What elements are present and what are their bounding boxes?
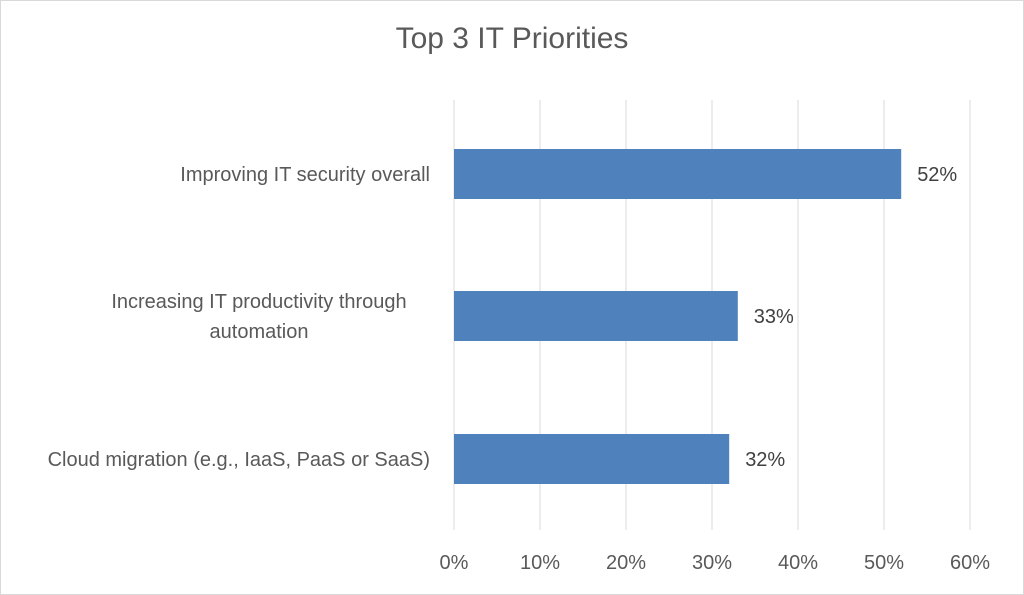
- category-label: automation: [210, 321, 309, 343]
- data-label: 32%: [745, 449, 785, 471]
- x-tick-label: 20%: [606, 552, 646, 574]
- chart-title: Top 3 IT Priorities: [395, 22, 629, 55]
- x-tick-label: 30%: [692, 552, 732, 574]
- x-tick-label: 50%: [864, 552, 904, 574]
- category-label: Increasing IT productivity through: [111, 291, 406, 313]
- bar[interactable]: [454, 149, 902, 199]
- x-tick-label: 40%: [778, 552, 818, 574]
- category-label: Cloud migration (e.g., IaaS, PaaS or Saa…: [48, 449, 430, 471]
- bar[interactable]: [454, 434, 730, 484]
- data-label: 33%: [754, 306, 794, 328]
- bar[interactable]: [454, 291, 738, 341]
- category-label: Improving IT security overall: [180, 164, 430, 186]
- x-tick-label: 10%: [520, 552, 560, 574]
- x-tick-label: 60%: [950, 552, 990, 574]
- data-label: 52%: [917, 164, 957, 186]
- x-tick-label: 0%: [440, 552, 469, 574]
